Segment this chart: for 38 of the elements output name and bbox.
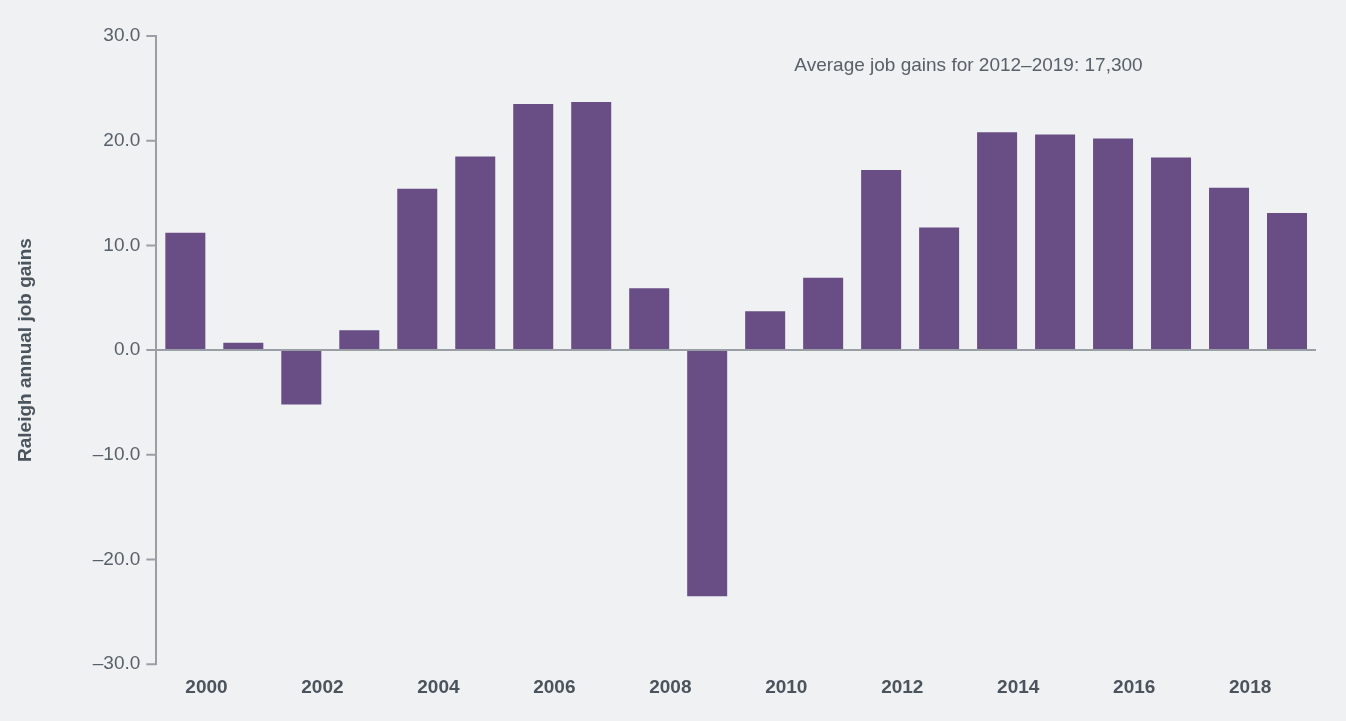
bar (977, 132, 1018, 351)
x-tick-label: 2014 (997, 675, 1040, 697)
x-tick-label: 2006 (533, 675, 576, 697)
annotation: Average job gains for 2012–2019: 17,300 (794, 54, 1143, 76)
y-tick-label: –20.0 (92, 547, 141, 569)
bar (281, 350, 322, 405)
y-axis-title: Raleigh annual job gains (13, 238, 35, 463)
bar (1151, 157, 1192, 351)
x-tick-label: 2002 (301, 675, 344, 697)
bar (397, 188, 438, 351)
y-tick-label: 10.0 (103, 233, 141, 255)
bar (1035, 134, 1076, 351)
bar (339, 330, 380, 351)
bar (861, 170, 902, 351)
bar (629, 288, 670, 351)
x-tick-label: 2004 (417, 675, 460, 697)
y-tick-label: 0.0 (113, 338, 141, 360)
bar (1209, 187, 1250, 351)
bar (165, 232, 206, 351)
bar (803, 277, 844, 351)
bar (1267, 212, 1308, 351)
y-tick-label: –30.0 (92, 652, 141, 674)
x-tick-label: 2000 (185, 675, 228, 697)
bar (571, 101, 612, 351)
x-tick-label: 2016 (1113, 675, 1156, 697)
bar (687, 350, 728, 597)
y-tick-label: 30.0 (103, 24, 141, 46)
bar (919, 227, 960, 351)
y-tick-label: 20.0 (103, 128, 141, 150)
bar (1093, 138, 1134, 351)
x-tick-label: 2012 (881, 675, 924, 697)
bar (513, 104, 554, 351)
x-tick-label: 2018 (1229, 675, 1272, 697)
bar (745, 311, 786, 351)
y-tick-label: –10.0 (92, 443, 141, 465)
bar (455, 156, 496, 351)
x-tick-label: 2010 (765, 675, 808, 697)
x-tick-label: 2008 (649, 675, 692, 697)
